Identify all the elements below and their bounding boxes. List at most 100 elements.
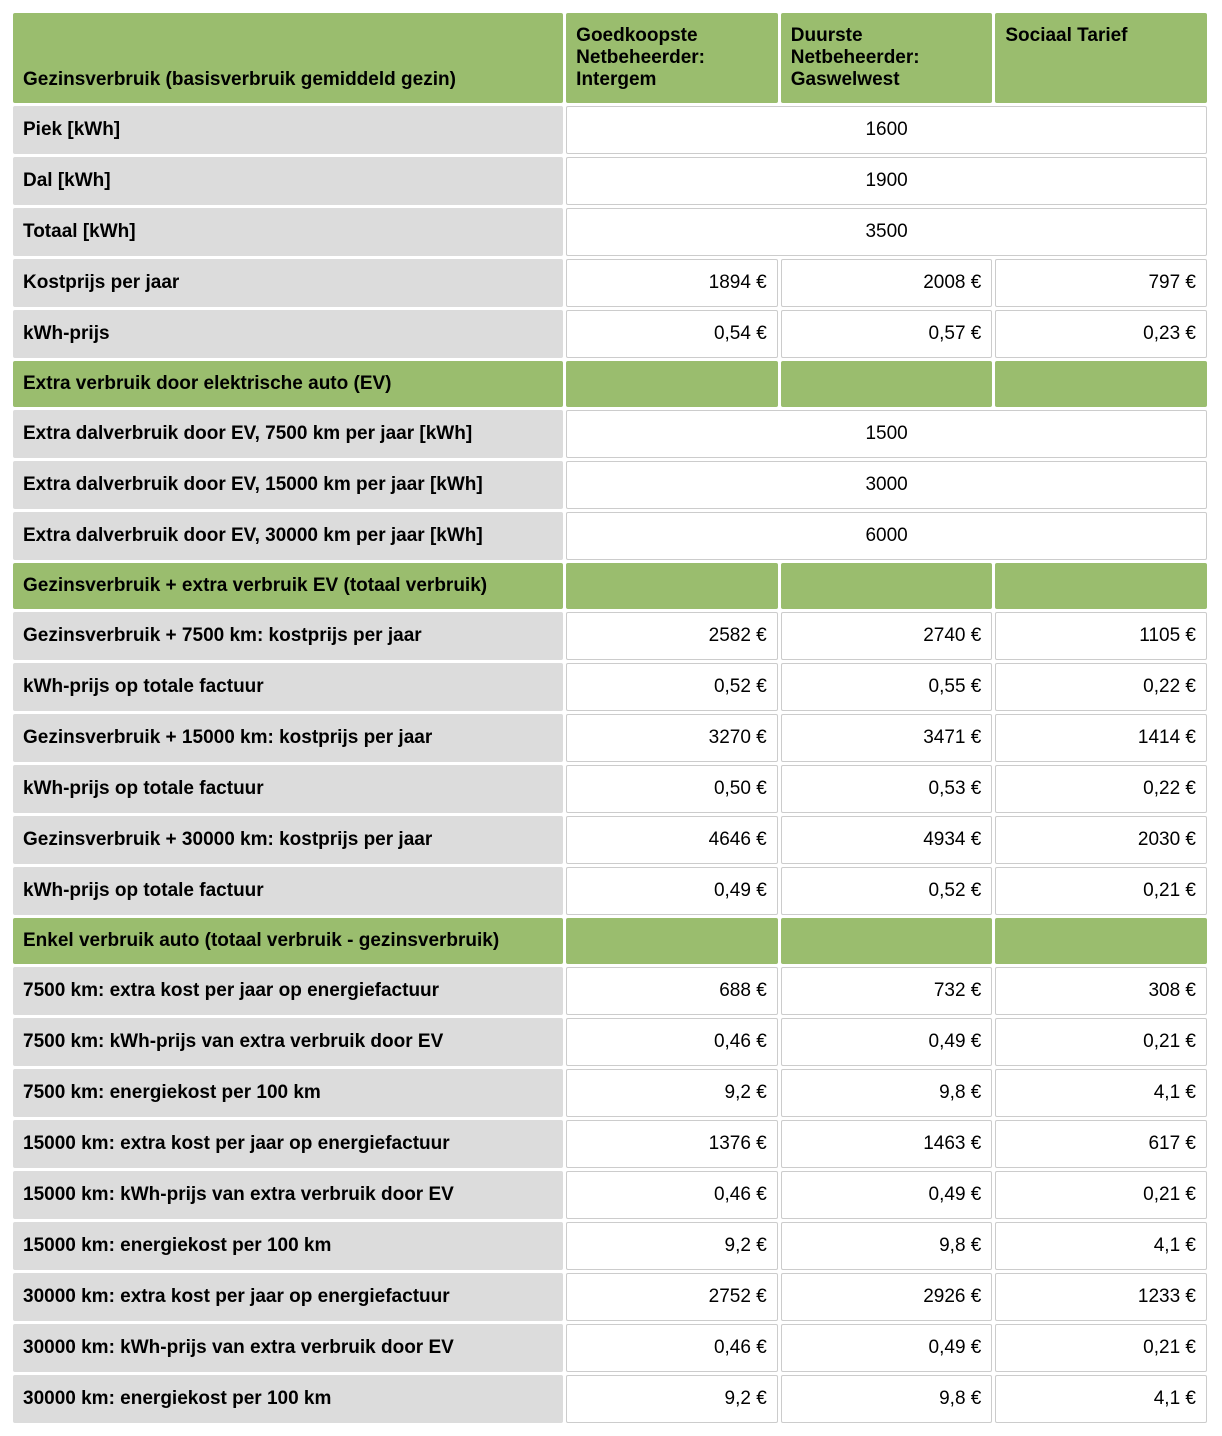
data-cell: 0,21 € — [995, 1171, 1207, 1219]
row-label: Dal [kWh] — [13, 157, 563, 205]
merged-value: 1600 — [566, 106, 1207, 154]
header-col1: Goedkoopste Netbeheerder: Intergem — [566, 13, 778, 103]
table-row: 7500 km: kWh-prijs van extra verbruik do… — [13, 1018, 1207, 1066]
section-label: Extra verbruik door elektrische auto (EV… — [13, 361, 563, 407]
section-blank — [781, 563, 993, 609]
table-row: 30000 km: extra kost per jaar op energie… — [13, 1273, 1207, 1321]
data-cell: 0,50 € — [566, 765, 778, 813]
table-row: Gezinsverbruik + 7500 km: kostprijs per … — [13, 612, 1207, 660]
row-label: kWh-prijs — [13, 310, 563, 358]
row-label: 7500 km: extra kost per jaar op energief… — [13, 967, 563, 1015]
data-cell: 4,1 € — [995, 1222, 1207, 1270]
row-label: 7500 km: kWh-prijs van extra verbruik do… — [13, 1018, 563, 1066]
table-row: Extra dalverbruik door EV, 30000 km per … — [13, 512, 1207, 560]
data-cell: 617 € — [995, 1120, 1207, 1168]
table-row: kWh-prijs op totale factuur0,49 €0,52 €0… — [13, 867, 1207, 915]
data-cell: 4934 € — [781, 816, 993, 864]
data-cell: 0,49 € — [781, 1324, 993, 1372]
row-label: Extra dalverbruik door EV, 30000 km per … — [13, 512, 563, 560]
table-row: 30000 km: kWh-prijs van extra verbruik d… — [13, 1324, 1207, 1372]
data-cell: 0,49 € — [781, 1018, 993, 1066]
table-row: kWh-prijs op totale factuur0,50 €0,53 €0… — [13, 765, 1207, 813]
data-cell: 1233 € — [995, 1273, 1207, 1321]
data-cell: 0,46 € — [566, 1018, 778, 1066]
table-row: kWh-prijs op totale factuur0,52 €0,55 €0… — [13, 663, 1207, 711]
merged-value: 3000 — [566, 461, 1207, 509]
data-cell: 2752 € — [566, 1273, 778, 1321]
data-cell: 1894 € — [566, 259, 778, 307]
data-cell: 4,1 € — [995, 1069, 1207, 1117]
table-row: Piek [kWh]1600 — [13, 106, 1207, 154]
row-label: Kostprijs per jaar — [13, 259, 563, 307]
row-label: Gezinsverbruik + 15000 km: kostprijs per… — [13, 714, 563, 762]
table-row: Kostprijs per jaar1894 €2008 €797 € — [13, 259, 1207, 307]
table-row: Totaal [kWh]3500 — [13, 208, 1207, 256]
data-cell: 1376 € — [566, 1120, 778, 1168]
data-cell: 0,55 € — [781, 663, 993, 711]
header-row: Gezinsverbruik (basisverbruik gemiddeld … — [13, 13, 1207, 103]
table-row: 30000 km: energiekost per 100 km9,2 €9,8… — [13, 1375, 1207, 1423]
data-cell: 1414 € — [995, 714, 1207, 762]
row-label: 7500 km: energiekost per 100 km — [13, 1069, 563, 1117]
table-row: Dal [kWh]1900 — [13, 157, 1207, 205]
table-row: 15000 km: kWh-prijs van extra verbruik d… — [13, 1171, 1207, 1219]
data-cell: 0,57 € — [781, 310, 993, 358]
data-cell: 0,46 € — [566, 1324, 778, 1372]
data-cell: 1105 € — [995, 612, 1207, 660]
row-label: 15000 km: kWh-prijs van extra verbruik d… — [13, 1171, 563, 1219]
data-cell: 0,21 € — [995, 1324, 1207, 1372]
header-label: Gezinsverbruik (basisverbruik gemiddeld … — [13, 13, 563, 103]
energy-cost-table: Gezinsverbruik (basisverbruik gemiddeld … — [10, 10, 1210, 1426]
data-cell: 2008 € — [781, 259, 993, 307]
merged-value: 6000 — [566, 512, 1207, 560]
row-label: 30000 km: kWh-prijs van extra verbruik d… — [13, 1324, 563, 1372]
data-cell: 3471 € — [781, 714, 993, 762]
section-blank — [566, 563, 778, 609]
section-blank — [781, 361, 993, 407]
table-body: Piek [kWh]1600Dal [kWh]1900Totaal [kWh]3… — [13, 106, 1207, 1423]
merged-value: 3500 — [566, 208, 1207, 256]
section-label: Gezinsverbruik + extra verbruik EV (tota… — [13, 563, 563, 609]
section-blank — [995, 918, 1207, 964]
section-blank — [781, 918, 993, 964]
section-label: Enkel verbruik auto (totaal verbruik - g… — [13, 918, 563, 964]
data-cell: 0,49 € — [781, 1171, 993, 1219]
data-cell: 0,21 € — [995, 867, 1207, 915]
data-cell: 0,46 € — [566, 1171, 778, 1219]
data-cell: 2030 € — [995, 816, 1207, 864]
data-cell: 0,23 € — [995, 310, 1207, 358]
row-label: kWh-prijs op totale factuur — [13, 765, 563, 813]
table-row: 15000 km: extra kost per jaar op energie… — [13, 1120, 1207, 1168]
row-label: 30000 km: energiekost per 100 km — [13, 1375, 563, 1423]
data-cell: 0,22 € — [995, 663, 1207, 711]
table-row: Enkel verbruik auto (totaal verbruik - g… — [13, 918, 1207, 964]
data-cell: 1463 € — [781, 1120, 993, 1168]
row-label: Extra dalverbruik door EV, 15000 km per … — [13, 461, 563, 509]
data-cell: 797 € — [995, 259, 1207, 307]
data-cell: 0,52 € — [566, 663, 778, 711]
data-cell: 732 € — [781, 967, 993, 1015]
row-label: Piek [kWh] — [13, 106, 563, 154]
data-cell: 9,8 € — [781, 1069, 993, 1117]
data-cell: 0,53 € — [781, 765, 993, 813]
table-row: Extra verbruik door elektrische auto (EV… — [13, 361, 1207, 407]
row-label: 15000 km: energiekost per 100 km — [13, 1222, 563, 1270]
table-row: kWh-prijs0,54 €0,57 €0,23 € — [13, 310, 1207, 358]
data-cell: 9,2 € — [566, 1375, 778, 1423]
row-label: kWh-prijs op totale factuur — [13, 663, 563, 711]
table-row: Gezinsverbruik + extra verbruik EV (tota… — [13, 563, 1207, 609]
data-cell: 0,52 € — [781, 867, 993, 915]
data-cell: 9,2 € — [566, 1069, 778, 1117]
data-cell: 4,1 € — [995, 1375, 1207, 1423]
data-cell: 3270 € — [566, 714, 778, 762]
table-row: Extra dalverbruik door EV, 15000 km per … — [13, 461, 1207, 509]
data-cell: 4646 € — [566, 816, 778, 864]
data-cell: 688 € — [566, 967, 778, 1015]
section-blank — [566, 918, 778, 964]
data-cell: 308 € — [995, 967, 1207, 1015]
row-label: Totaal [kWh] — [13, 208, 563, 256]
data-cell: 0,21 € — [995, 1018, 1207, 1066]
data-cell: 0,22 € — [995, 765, 1207, 813]
merged-value: 1500 — [566, 410, 1207, 458]
merged-value: 1900 — [566, 157, 1207, 205]
